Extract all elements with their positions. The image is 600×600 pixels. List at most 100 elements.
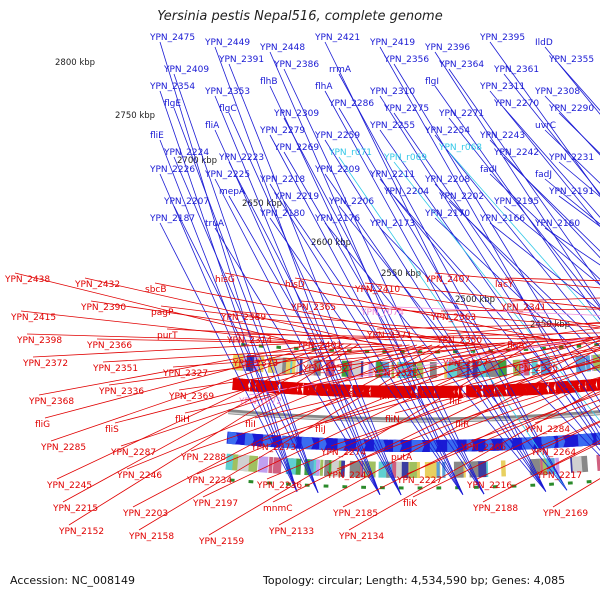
forward-gene-label: YPN_2202 [438, 192, 484, 202]
label-connector [393, 112, 600, 413]
reverse-gene-label: YPN_2372 [22, 359, 68, 369]
forward-gene-label: flgE [164, 99, 181, 109]
accession-label: Accession: NC_008149 [10, 574, 136, 587]
forward-gene-label: YPN_2391 [218, 55, 264, 65]
label-connector [214, 46, 381, 495]
reverse-gene-label: fliF [449, 397, 462, 407]
label-connector [248, 338, 586, 396]
gene-arrow [244, 433, 254, 446]
category-bar [237, 454, 250, 472]
label-connector [516, 327, 600, 340]
forward-gene-label: flhB [260, 77, 278, 87]
label-connector [269, 134, 464, 495]
forward-gene-label: YPN_2290 [548, 104, 594, 114]
label-connector [412, 405, 600, 498]
kbp-tick-label: 2800 kbp [55, 58, 95, 68]
category-bar [401, 461, 409, 478]
forward-gene-label: uvrC [535, 121, 556, 131]
reverse-gene-label: YPN_2407 [424, 275, 470, 285]
forward-gene-label: YPN_2419 [369, 38, 415, 48]
forward-gene-label: YPN_2255 [369, 121, 415, 131]
label-connector [489, 222, 600, 312]
label-connector [434, 85, 600, 320]
forward-gene-label: YPN_2309 [273, 109, 319, 119]
label-connector [196, 342, 521, 475]
category-bar [477, 461, 487, 478]
category-bar [500, 460, 506, 477]
gene-arrow [501, 384, 508, 397]
label-connector [376, 323, 600, 330]
forward-gene-label: YPN_2242 [493, 148, 539, 158]
forward-gene-label: YPN_2353 [204, 87, 250, 97]
category-bar [267, 356, 276, 374]
reverse-gene-label: YPN_2274 [320, 448, 366, 458]
label-connector [260, 337, 600, 442]
reverse-gene-label: YPN_2158 [128, 532, 174, 542]
gene-arrow [543, 382, 550, 395]
forward-gene-label: YPN_2354 [149, 82, 195, 92]
label-connector [504, 277, 600, 282]
reverse-gene-label: YPN_2285 [40, 443, 86, 453]
label-connector [102, 344, 402, 363]
reverse-gene-label: YPN_2246 [116, 471, 162, 481]
category-bar [424, 461, 437, 478]
reverse-gene-label: lacY [495, 280, 514, 290]
forward-gene-label: YPN_2308 [534, 87, 580, 97]
forward-gene-label: YPN_2224 [163, 148, 209, 158]
label-connector [228, 161, 402, 496]
category-bar [272, 457, 282, 474]
label-connector [26, 333, 307, 343]
reverse-gene-label: YPN_2369 [168, 392, 214, 402]
forward-gene-label: YPN_2170 [424, 209, 470, 219]
label-connector [159, 173, 298, 492]
label-connector [338, 73, 568, 491]
reverse-gene-label: YPN_2350 [436, 336, 482, 346]
kbp-tick-label: 2650 kbp [242, 199, 282, 209]
gene-arrow [596, 378, 600, 391]
label-connector [388, 348, 600, 391]
category-bar [585, 355, 591, 372]
reverse-gene-label: YPN_2236 [256, 481, 302, 491]
label-connector [528, 366, 600, 386]
label-connector [324, 222, 547, 492]
category-bar [257, 456, 269, 473]
forward-gene-label: YPN_2395 [479, 33, 525, 43]
label-connector [208, 341, 536, 536]
forward-gene-label: YPN_r068 [438, 143, 482, 153]
reverse-gene-label: YPN_2197 [192, 499, 238, 509]
label-connector [272, 343, 600, 503]
label-connector [476, 421, 600, 480]
forward-gene-label: YPN_2310 [369, 87, 415, 97]
forward-gene-label: YPN_2207 [163, 197, 209, 207]
label-connector [503, 73, 600, 195]
label-connector [173, 205, 319, 493]
forward-gene-label: fliA [205, 121, 220, 131]
gene-arrow [518, 383, 529, 396]
label-connector [370, 305, 600, 316]
forward-gene-label: YPN_2386 [273, 60, 319, 70]
reverse-gene-label: YPN_2327 [162, 369, 208, 379]
forward-gene-label: YPN_2226 [149, 165, 195, 175]
forward-gene-label: YPN_2206 [328, 197, 374, 207]
forward-gene-label: YPN_2195 [493, 197, 539, 207]
label-connector [44, 342, 330, 419]
reverse-gene-label: hisG [215, 275, 235, 285]
gene-arrow [485, 438, 494, 452]
label-connector [230, 310, 563, 341]
label-connector [324, 90, 547, 492]
label-connector [482, 440, 600, 503]
reverse-gene-label: YPN_2390 [80, 303, 126, 313]
forward-gene-label: flgC [219, 104, 237, 114]
label-connector [120, 344, 425, 447]
category-bar [596, 454, 600, 472]
label-connector [108, 344, 410, 386]
reverse-gene-label: YPN_2410 [354, 285, 400, 295]
gene-arrow [429, 439, 438, 452]
label-connector [324, 349, 600, 424]
forward-gene-label: YPN_2279 [259, 126, 305, 136]
forward-gene-label: YPN_2166 [479, 214, 525, 224]
category-bar [498, 360, 507, 377]
label-connector [393, 195, 600, 429]
